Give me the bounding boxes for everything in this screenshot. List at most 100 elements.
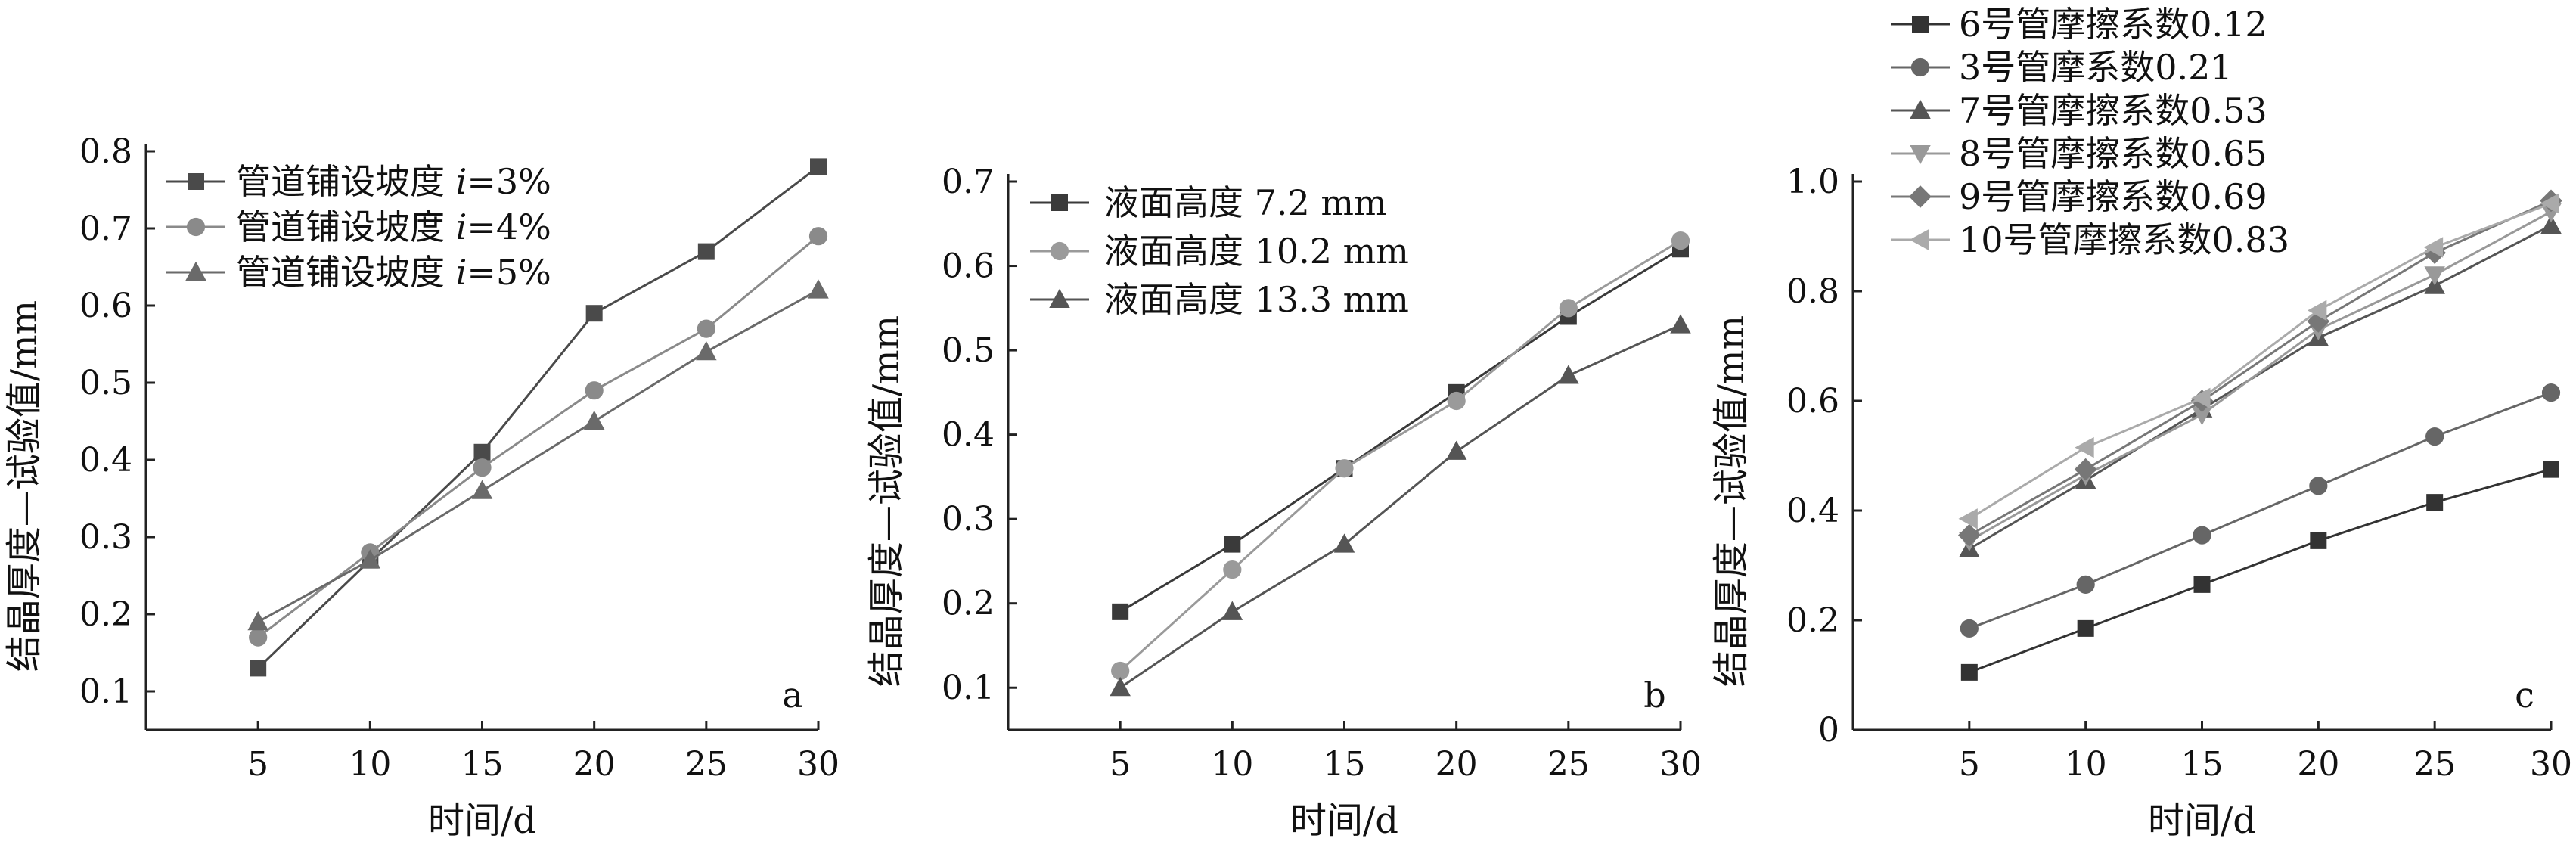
legend-entry-label: 3号管摩系数0.21	[1959, 47, 2233, 88]
chart-panel-a: 5 10 15 20 25 30 0.1 0.2 0.3 0.4 0.5 0.6 0.7 0.8 时间/d 结…	[3, 132, 840, 842]
data-point-1-0	[249, 628, 268, 647]
legend-marker	[1910, 99, 1931, 119]
data-point-2-4	[1558, 365, 1579, 384]
x-tick-label: 5	[247, 745, 268, 784]
data-point-0-0	[1960, 663, 1978, 681]
data-point-1-3	[2309, 477, 2328, 495]
legend-text-part: 管道铺设坡度	[236, 252, 456, 293]
data-point-2-2	[471, 480, 493, 499]
series-line-2	[1969, 224, 2552, 551]
y-tick-label: 0.2	[79, 595, 132, 634]
x-axis-title: 时间/d	[2148, 799, 2256, 842]
data-point-2-3	[583, 410, 605, 430]
x-axis-title: 时间/d	[428, 799, 536, 842]
legend-entry-label: 管道铺设坡度 i=3%	[236, 161, 551, 202]
x-tick-label: 10	[1211, 745, 1253, 784]
data-point-5-0	[1958, 508, 1978, 529]
legend-marker	[1049, 288, 1070, 308]
legend-entry-label: 液面高度 13.3 mm	[1104, 279, 1409, 320]
data-point-5-2	[2191, 387, 2211, 409]
x-tick-label: 25	[2413, 745, 2456, 784]
series-line-5	[1969, 202, 2552, 520]
legend-marker	[1051, 194, 1068, 211]
y-tick-label: 0.6	[79, 287, 132, 325]
data-point-2-1	[1221, 601, 1243, 620]
data-point-0-5	[2543, 461, 2559, 478]
data-point-0-3	[2310, 532, 2327, 549]
x-tick-label: 25	[685, 745, 728, 784]
x-tick-label: 20	[1435, 745, 1478, 784]
data-point-2-5	[808, 279, 829, 299]
y-tick-label: 0.6	[1786, 382, 1839, 421]
x-axis-title: 时间/d	[1290, 799, 1398, 842]
legend-marker	[1050, 241, 1069, 261]
y-tick-label: 0.3	[942, 500, 995, 539]
y-tick-label: 0.4	[79, 441, 132, 480]
y-tick-label: 0.3	[79, 518, 132, 557]
legend-marker	[1912, 16, 1929, 33]
data-point-5-5	[2540, 193, 2559, 214]
y-tick-label: 0.7	[79, 210, 132, 248]
legend-text-italic: i	[456, 206, 467, 247]
legend-entry-label: 10号管摩擦系数0.83	[1959, 219, 2289, 260]
y-tick-label: 0.4	[942, 416, 995, 455]
data-point-1-1	[1223, 560, 1242, 579]
data-point-2-1	[359, 549, 381, 569]
data-point-1-3	[585, 381, 604, 400]
series-line-0	[1969, 468, 2552, 674]
x-tick-label: 20	[2297, 745, 2339, 784]
panel-label: a	[782, 675, 802, 716]
data-point-5-1	[2075, 436, 2094, 458]
y-tick-label: 0.5	[942, 331, 995, 370]
data-point-2-4	[696, 340, 717, 361]
data-point-0-2	[2193, 576, 2211, 593]
legend-text-italic: i	[456, 161, 467, 202]
data-point-1-5	[808, 227, 828, 246]
chart-panel-c: 5 10 15 20 25 30 0 0.2 0.4 0.6 0.8 1.0 时间/d 结晶厚度—试验值/…	[1710, 4, 2572, 842]
data-point-2-0	[1110, 676, 1131, 697]
legend-text-part: 管道铺设坡度	[236, 206, 456, 247]
y-tick-label: 0.1	[79, 672, 132, 711]
legend-entry-label: 7号管摩擦系数0.53	[1959, 90, 2267, 131]
x-tick-label: 15	[461, 745, 504, 784]
x-tick-label: 25	[1547, 745, 1590, 784]
legend-marker	[185, 261, 206, 281]
chart-panel-b: 5 10 15 20 25 30 0.1 0.2 0.3 0.4 0.5 0.6 0.7 时间/d 结晶厚度…	[865, 163, 1702, 842]
data-point-0-3	[585, 305, 603, 322]
y-tick-label: 0.8	[79, 132, 132, 171]
data-point-1-0	[1111, 661, 1130, 681]
data-point-1-4	[697, 319, 715, 338]
x-tick-label: 10	[349, 745, 391, 784]
data-point-1-4	[1559, 299, 1578, 318]
legend-marker	[188, 173, 204, 190]
y-axis-title: 结晶厚度—试验值/mm	[865, 315, 908, 687]
x-tick-label: 30	[1659, 745, 1702, 784]
legend-marker	[186, 217, 206, 237]
data-point-4-0	[1957, 523, 1981, 547]
legend-text-part: =3%	[467, 161, 551, 202]
data-point-4-1	[2074, 458, 2097, 481]
data-point-1-4	[2425, 427, 2444, 446]
legend-text-italic: i	[456, 252, 467, 293]
data-point-2-0	[247, 610, 268, 631]
legend-text-part: 管道铺设坡度	[236, 161, 456, 202]
series-line-1	[257, 235, 819, 638]
y-tick-label: 0.1	[942, 669, 995, 707]
x-tick-label: 15	[2181, 745, 2224, 784]
y-axis-title: 结晶厚度—试验值/mm	[3, 300, 45, 672]
legend-marker	[1910, 57, 1930, 77]
data-point-1-2	[473, 458, 492, 477]
y-tick-label: 0.7	[942, 163, 995, 201]
data-point-1-5	[2541, 383, 2561, 402]
data-point-5-3	[2308, 300, 2327, 321]
data-point-1-3	[1447, 391, 1466, 411]
legend-entry-label: 液面高度 7.2 mm	[1104, 182, 1387, 223]
legend-entry-label: 8号管摩擦系数0.65	[1959, 133, 2267, 174]
data-point-1-2	[2193, 526, 2211, 545]
data-point-0-1	[2077, 619, 2094, 637]
data-point-0-0	[1112, 603, 1129, 620]
panel-label: b	[1643, 675, 1665, 716]
data-point-0-4	[2426, 494, 2444, 511]
y-axis-title: 结晶厚度—试验值/mm	[1710, 315, 1752, 687]
